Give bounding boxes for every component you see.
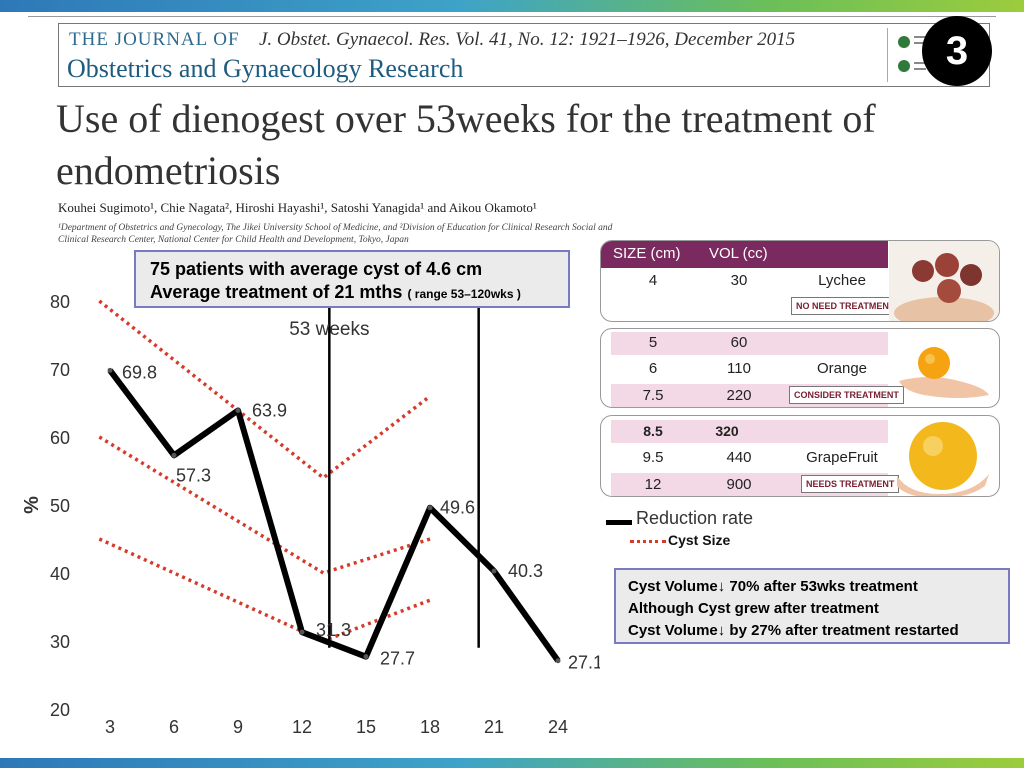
x-tick-label: 6 [169, 717, 179, 737]
table-cell-vol: 900 [726, 476, 752, 493]
data-label: 57.3 [176, 465, 211, 485]
legend-label-cyst-size: Cyst Size [668, 532, 731, 548]
summary-line-2: Average treatment of 21 mths ( range 53–… [150, 281, 568, 306]
y-axis-label: % [21, 496, 43, 514]
table-cell-vol: 30 [730, 272, 748, 289]
data-point [235, 407, 241, 413]
journal-prefix: THE JOURNAL OF [69, 29, 240, 50]
journal-name: Obstetrics and Gynaecology Research [67, 54, 464, 83]
fruit-label: Orange [816, 360, 868, 377]
treatment-tag: CONSIDER TREATMENT [789, 386, 904, 404]
fruit-label: GrapeFruit [806, 449, 878, 466]
table-cell-size: 7.5 [642, 387, 664, 404]
reduction-rate-line [107, 368, 561, 663]
top-divider [28, 16, 996, 17]
size-table-grapefruit: 8.5 320 9.5 440 GrapeFruit 12 900 NEEDS … [600, 415, 1000, 497]
table-cell-size: 6 [648, 360, 658, 377]
summary-range-note: ( range 53–120wks ) [407, 287, 521, 301]
paper-authors: Kouhei Sugimoto¹, Chie Nagata², Hiroshi … [58, 200, 537, 215]
lychee-image [889, 241, 999, 321]
treatment-tag: NO NEED TREATMENT [791, 297, 900, 315]
y-tick-label: 40 [50, 564, 70, 584]
treatment-tag: NEEDS TREATMENT [801, 475, 900, 493]
table-cell-size: 4 [648, 272, 658, 289]
orange-image [889, 329, 999, 407]
data-point [299, 629, 305, 635]
y-tick-label: 50 [50, 496, 70, 516]
data-point [107, 367, 113, 373]
finding-line-3: Cyst Volume↓ by 27% after treatment rest… [628, 622, 959, 639]
x-tick-label: 24 [548, 717, 568, 737]
summary-line-1: 75 patients with average cyst of 4.6 cm [150, 259, 483, 279]
x-tick-label: 18 [420, 717, 440, 737]
summary-line-2-text: Average treatment of 21 mths [150, 282, 403, 302]
table-cell-size: 8.5 [643, 423, 663, 439]
y-tick-label: 30 [50, 632, 70, 652]
fruit-label: Lychee [818, 272, 866, 289]
table-row-highlight [611, 420, 888, 443]
data-point [171, 452, 177, 458]
journal-header: THE JOURNAL OF Obstetrics and Gynaecolog… [58, 23, 990, 87]
table-cell-vol: 440 [726, 449, 752, 466]
slide-number-badge: 3 [922, 16, 992, 86]
journal-logo-icon [887, 28, 936, 82]
cyst-size-dotted-line [98, 435, 431, 575]
vertical-marker-label: 53 weeks [289, 319, 369, 340]
journal-citation: J. Obstet. Gynaecol. Res. Vol. 41, No. 1… [259, 29, 796, 50]
x-tick-label: 12 [292, 717, 312, 737]
summary-box: 75 patients with average cyst of 4.6 cm … [134, 250, 570, 308]
data-label: 40.3 [508, 561, 543, 581]
legend-label-reduction: Reduction rate [636, 508, 754, 528]
data-label: 69.8 [122, 362, 157, 382]
table-row-highlight [611, 332, 888, 355]
paper-title: Use of dienogest over 53weeks for the tr… [56, 96, 876, 193]
data-label: 27.7 [380, 649, 415, 669]
table-cell-vol: 110 [727, 360, 751, 377]
x-tick-label: 15 [356, 717, 376, 737]
y-tick-label: 60 [50, 428, 70, 448]
data-point [491, 568, 497, 574]
x-tick-label: 9 [233, 717, 243, 737]
data-label: 27.1 [568, 653, 600, 673]
y-tick-label: 80 [50, 292, 70, 312]
paper-affiliations: ¹Department of Obstetrics and Gynecology… [58, 223, 613, 245]
size-table-orange: 5 60 6 110 Orange 7.5 220 CONSIDER TREAT… [600, 328, 1000, 408]
data-label: 63.9 [252, 400, 287, 420]
table-cell-vol: 220 [726, 387, 752, 404]
table-cell-size: 12 [644, 476, 662, 493]
legend-line-swatch [606, 520, 632, 525]
y-tick-label: 70 [50, 360, 70, 380]
table-cell-size: 5 [648, 334, 658, 351]
header-size: SIZE (cm) [613, 245, 681, 262]
finding-line-1: Cyst Volume↓ 70% after 53wks treatment [628, 578, 918, 595]
size-table-lychee: SIZE (cm) VOL (cc) 4 30 Lychee NO NEED T… [600, 240, 1000, 322]
data-label: 31.3 [316, 620, 351, 640]
findings-box: Cyst Volume↓ 70% after 53wks treatment A… [614, 568, 1010, 644]
table-cell-vol: 60 [730, 334, 748, 351]
size-table-header: SIZE (cm) VOL (cc) [601, 241, 888, 268]
data-point [555, 658, 561, 664]
bottom-gradient-bar [0, 758, 1024, 768]
data-point [427, 505, 433, 511]
table-cell-size: 9.5 [642, 449, 664, 466]
table-cell-vol: 320 [715, 423, 739, 439]
grapefruit-image [889, 416, 999, 496]
legend-dotted-swatch [630, 540, 666, 543]
top-gradient-bar [0, 0, 1024, 12]
data-label: 49.6 [440, 498, 475, 518]
finding-line-2: Although Cyst grew after treatment [628, 600, 879, 617]
x-tick-label: 21 [484, 717, 504, 737]
x-tick-label: 3 [105, 717, 115, 737]
cyst-size-dotted-line [98, 299, 432, 481]
y-tick-label: 20 [50, 700, 70, 720]
header-vol: VOL (cc) [709, 245, 768, 262]
data-point [363, 654, 369, 660]
